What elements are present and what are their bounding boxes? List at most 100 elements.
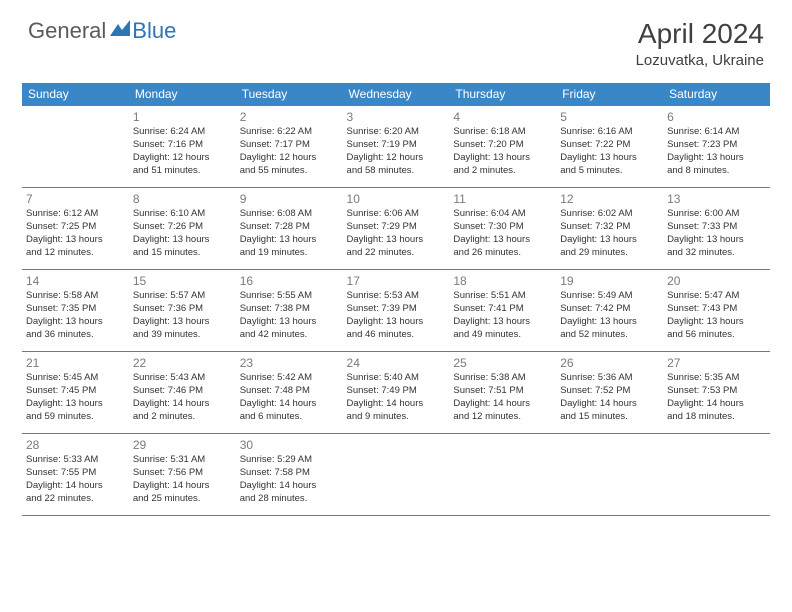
cell-line: Sunrise: 5:49 AM (560, 290, 659, 303)
cell-line: Sunset: 7:38 PM (240, 303, 339, 316)
calendar-cell: 21Sunrise: 5:45 AMSunset: 7:45 PMDayligh… (22, 352, 129, 434)
cell-line: Sunset: 7:19 PM (347, 139, 446, 152)
cell-line: Sunset: 7:46 PM (133, 385, 232, 398)
location-label: Lozuvatka, Ukraine (636, 52, 764, 69)
calendar-cell (556, 434, 663, 516)
calendar-cell: 16Sunrise: 5:55 AMSunset: 7:38 PMDayligh… (236, 270, 343, 352)
day-number: 13 (667, 191, 766, 207)
cell-line: Sunrise: 5:47 AM (667, 290, 766, 303)
cell-line: Sunset: 7:58 PM (240, 467, 339, 480)
cell-line: and 42 minutes. (240, 329, 339, 342)
calendar-cell: 23Sunrise: 5:42 AMSunset: 7:48 PMDayligh… (236, 352, 343, 434)
cell-line: Daylight: 13 hours (26, 398, 125, 411)
cell-line: Sunrise: 5:51 AM (453, 290, 552, 303)
cell-line: Daylight: 14 hours (240, 480, 339, 493)
dow-header: Friday (556, 83, 663, 106)
cell-line: Sunrise: 6:20 AM (347, 126, 446, 139)
calendar-cell: 13Sunrise: 6:00 AMSunset: 7:33 PMDayligh… (663, 188, 770, 270)
dow-header: Thursday (449, 83, 556, 106)
cell-line: Daylight: 13 hours (133, 316, 232, 329)
cell-line: Sunset: 7:32 PM (560, 221, 659, 234)
cell-line: Daylight: 13 hours (560, 316, 659, 329)
day-number: 23 (240, 355, 339, 371)
cell-line: Daylight: 14 hours (453, 398, 552, 411)
cell-line: Daylight: 12 hours (347, 152, 446, 165)
cell-line: and 51 minutes. (133, 165, 232, 178)
dow-header: Sunday (22, 83, 129, 106)
cell-line: Daylight: 13 hours (133, 234, 232, 247)
cell-line: and 9 minutes. (347, 411, 446, 424)
cell-line: and 32 minutes. (667, 247, 766, 260)
cell-line: and 29 minutes. (560, 247, 659, 260)
calendar-cell: 22Sunrise: 5:43 AMSunset: 7:46 PMDayligh… (129, 352, 236, 434)
calendar-cell: 15Sunrise: 5:57 AMSunset: 7:36 PMDayligh… (129, 270, 236, 352)
triangle-icon (110, 20, 130, 43)
day-number: 4 (453, 109, 552, 125)
calendar-cell: 29Sunrise: 5:31 AMSunset: 7:56 PMDayligh… (129, 434, 236, 516)
cell-line: Sunset: 7:23 PM (667, 139, 766, 152)
cell-line: Daylight: 13 hours (240, 316, 339, 329)
calendar-cell: 27Sunrise: 5:35 AMSunset: 7:53 PMDayligh… (663, 352, 770, 434)
calendar-body: 1Sunrise: 6:24 AMSunset: 7:16 PMDaylight… (22, 106, 770, 516)
calendar-cell: 8Sunrise: 6:10 AMSunset: 7:26 PMDaylight… (129, 188, 236, 270)
cell-line: Sunrise: 5:38 AM (453, 372, 552, 385)
cell-line: and 5 minutes. (560, 165, 659, 178)
day-number: 29 (133, 437, 232, 453)
cell-line: Sunrise: 6:02 AM (560, 208, 659, 221)
cell-line: Sunset: 7:16 PM (133, 139, 232, 152)
cell-line: Daylight: 13 hours (347, 234, 446, 247)
day-number: 20 (667, 273, 766, 289)
calendar-cell: 9Sunrise: 6:08 AMSunset: 7:28 PMDaylight… (236, 188, 343, 270)
cell-line: and 12 minutes. (453, 411, 552, 424)
cell-line: Sunset: 7:17 PM (240, 139, 339, 152)
cell-line: Daylight: 13 hours (347, 316, 446, 329)
calendar-cell: 5Sunrise: 6:16 AMSunset: 7:22 PMDaylight… (556, 106, 663, 188)
day-number: 3 (347, 109, 446, 125)
day-number: 17 (347, 273, 446, 289)
cell-line: Sunrise: 6:14 AM (667, 126, 766, 139)
calendar-cell: 3Sunrise: 6:20 AMSunset: 7:19 PMDaylight… (343, 106, 450, 188)
day-number: 5 (560, 109, 659, 125)
day-number: 24 (347, 355, 446, 371)
cell-line: Daylight: 13 hours (26, 316, 125, 329)
calendar-cell: 30Sunrise: 5:29 AMSunset: 7:58 PMDayligh… (236, 434, 343, 516)
brand-part-1: General (28, 18, 106, 44)
cell-line: Daylight: 13 hours (560, 152, 659, 165)
day-number: 8 (133, 191, 232, 207)
cell-line: Sunrise: 6:00 AM (667, 208, 766, 221)
cell-line: Daylight: 12 hours (240, 152, 339, 165)
cell-line: Sunset: 7:30 PM (453, 221, 552, 234)
dow-header: Tuesday (236, 83, 343, 106)
day-number: 11 (453, 191, 552, 207)
cell-line: and 56 minutes. (667, 329, 766, 342)
cell-line: Sunrise: 6:08 AM (240, 208, 339, 221)
cell-line: Sunrise: 5:40 AM (347, 372, 446, 385)
calendar-cell (343, 434, 450, 516)
calendar-row: 7Sunrise: 6:12 AMSunset: 7:25 PMDaylight… (22, 188, 770, 270)
cell-line: Sunrise: 6:22 AM (240, 126, 339, 139)
cell-line: Daylight: 14 hours (133, 398, 232, 411)
calendar-cell: 1Sunrise: 6:24 AMSunset: 7:16 PMDaylight… (129, 106, 236, 188)
calendar-cell: 6Sunrise: 6:14 AMSunset: 7:23 PMDaylight… (663, 106, 770, 188)
calendar-cell: 4Sunrise: 6:18 AMSunset: 7:20 PMDaylight… (449, 106, 556, 188)
day-number: 9 (240, 191, 339, 207)
cell-line: and 15 minutes. (133, 247, 232, 260)
cell-line: Daylight: 13 hours (667, 234, 766, 247)
cell-line: Sunset: 7:35 PM (26, 303, 125, 316)
calendar-cell: 20Sunrise: 5:47 AMSunset: 7:43 PMDayligh… (663, 270, 770, 352)
cell-line: Sunrise: 6:04 AM (453, 208, 552, 221)
cell-line: Sunset: 7:22 PM (560, 139, 659, 152)
cell-line: and 26 minutes. (453, 247, 552, 260)
cell-line: Daylight: 13 hours (560, 234, 659, 247)
cell-line: Sunrise: 5:35 AM (667, 372, 766, 385)
calendar-cell: 7Sunrise: 6:12 AMSunset: 7:25 PMDaylight… (22, 188, 129, 270)
day-number: 25 (453, 355, 552, 371)
calendar-cell: 28Sunrise: 5:33 AMSunset: 7:55 PMDayligh… (22, 434, 129, 516)
calendar-cell: 26Sunrise: 5:36 AMSunset: 7:52 PMDayligh… (556, 352, 663, 434)
cell-line: Sunrise: 6:10 AM (133, 208, 232, 221)
day-number: 14 (26, 273, 125, 289)
cell-line: Sunset: 7:36 PM (133, 303, 232, 316)
cell-line: Daylight: 13 hours (453, 152, 552, 165)
header: General Blue April 2024 Lozuvatka, Ukrai… (0, 0, 792, 75)
day-number: 6 (667, 109, 766, 125)
